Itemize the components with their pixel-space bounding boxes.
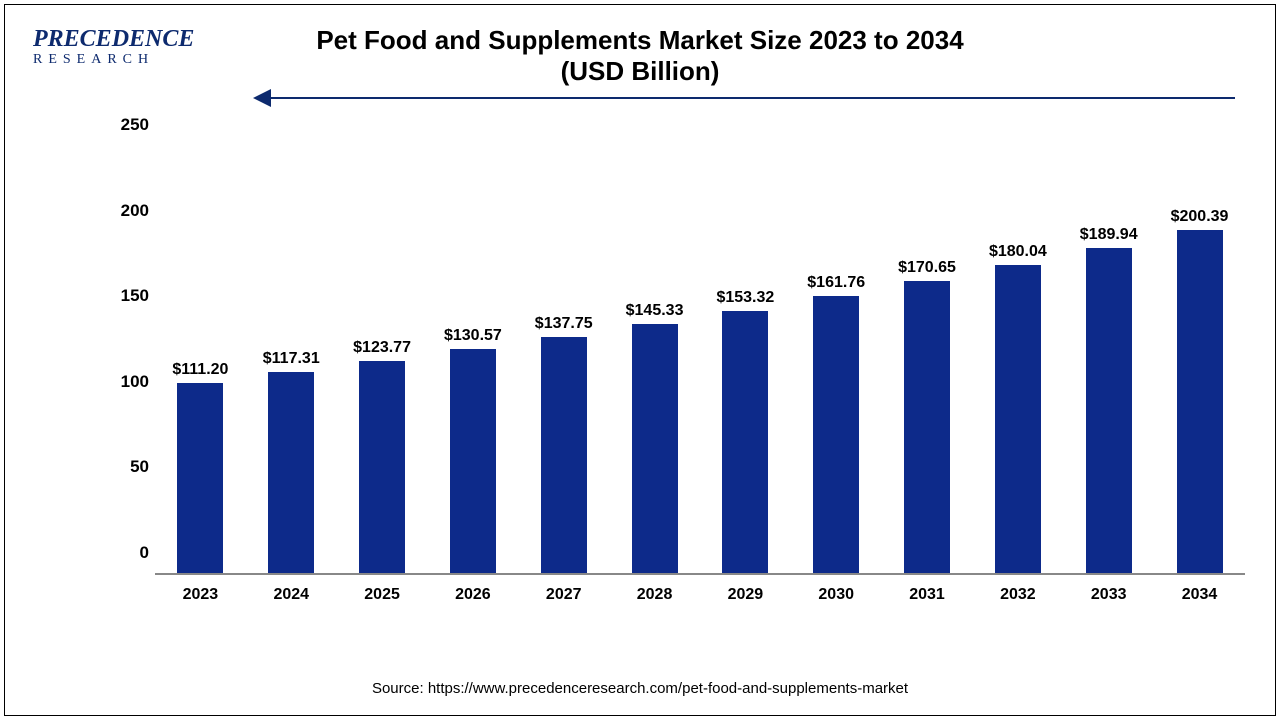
x-tick-label: 2028 (609, 586, 700, 604)
x-tick-label: 2024 (246, 586, 337, 604)
bar-rect (359, 361, 405, 573)
y-tick-label: 200 (105, 201, 149, 221)
bar-value-label: $145.33 (626, 302, 684, 320)
x-tick-label: 2025 (337, 586, 428, 604)
plot-region: 050100150200250 $111.20$117.31$123.77$13… (155, 145, 1245, 575)
x-tick-label: 2033 (1063, 586, 1154, 604)
chart-frame: PRECEDENCE RESEARCH Pet Food and Supplem… (4, 4, 1276, 716)
bar-value-label: $137.75 (535, 315, 593, 333)
bar-rect (1086, 248, 1132, 573)
y-tick-label: 0 (105, 543, 149, 563)
x-tick-label: 2023 (155, 586, 246, 604)
chart-title: Pet Food and Supplements Market Size 202… (5, 25, 1275, 87)
bar-slot: $111.20 (155, 145, 246, 573)
x-tick-label: 2032 (972, 586, 1063, 604)
bar-rect (1177, 230, 1223, 573)
bar-value-label: $130.57 (444, 327, 502, 345)
bar-slot: $130.57 (427, 145, 518, 573)
y-tick-label: 150 (105, 286, 149, 306)
x-axis-ticks: 2023202420252026202720282029203020312032… (155, 575, 1245, 615)
bar-rect (268, 372, 314, 573)
bar-value-label: $111.20 (172, 361, 228, 379)
bar-rect (995, 265, 1041, 573)
bar-slot: $200.39 (1154, 145, 1245, 573)
y-tick-label: 250 (105, 115, 149, 135)
bar-rect (541, 337, 587, 573)
bar-slot: $161.76 (791, 145, 882, 573)
bar-slot: $153.32 (700, 145, 791, 573)
bar-value-label: $200.39 (1171, 208, 1229, 226)
y-tick-label: 100 (105, 372, 149, 392)
bar-value-label: $189.94 (1080, 226, 1138, 244)
bar-slot: $170.65 (882, 145, 973, 573)
x-tick-label: 2029 (700, 586, 791, 604)
bars-container: $111.20 $117.31 $123.77 $130.57 $137.75 $145.… (155, 145, 1245, 573)
bar-value-label: $161.76 (807, 274, 865, 292)
bar-slot: $137.75 (518, 145, 609, 573)
bar-slot: $180.04 (972, 145, 1063, 573)
bar-slot: $123.77 (337, 145, 428, 573)
bar-value-label: $170.65 (898, 259, 956, 277)
decorative-arrow-line (265, 97, 1235, 99)
bar-rect (450, 349, 496, 573)
source-citation: Source: https://www.precedenceresearch.c… (5, 680, 1275, 697)
bar-value-label: $117.31 (263, 350, 320, 368)
bar-value-label: $180.04 (989, 243, 1047, 261)
x-tick-label: 2026 (427, 586, 518, 604)
bar-rect (722, 311, 768, 573)
bar-rect (632, 324, 678, 573)
title-line-2: (USD Billion) (5, 56, 1275, 87)
bar-value-label: $123.77 (353, 339, 411, 357)
bar-value-label: $153.32 (716, 289, 774, 307)
bar-slot: $145.33 (609, 145, 700, 573)
chart-area: 050100150200250 $111.20$117.31$123.77$13… (105, 145, 1245, 615)
x-tick-label: 2034 (1154, 586, 1245, 604)
bar-slot: $189.94 (1063, 145, 1154, 573)
bar-rect (177, 383, 223, 573)
decorative-arrow-head (253, 89, 271, 107)
x-tick-label: 2030 (791, 586, 882, 604)
title-line-1: Pet Food and Supplements Market Size 202… (5, 25, 1275, 56)
bar-rect (813, 296, 859, 573)
y-tick-label: 50 (105, 457, 149, 477)
x-tick-label: 2031 (882, 586, 973, 604)
bar-rect (904, 281, 950, 573)
bar-slot: $117.31 (246, 145, 337, 573)
x-tick-label: 2027 (518, 586, 609, 604)
